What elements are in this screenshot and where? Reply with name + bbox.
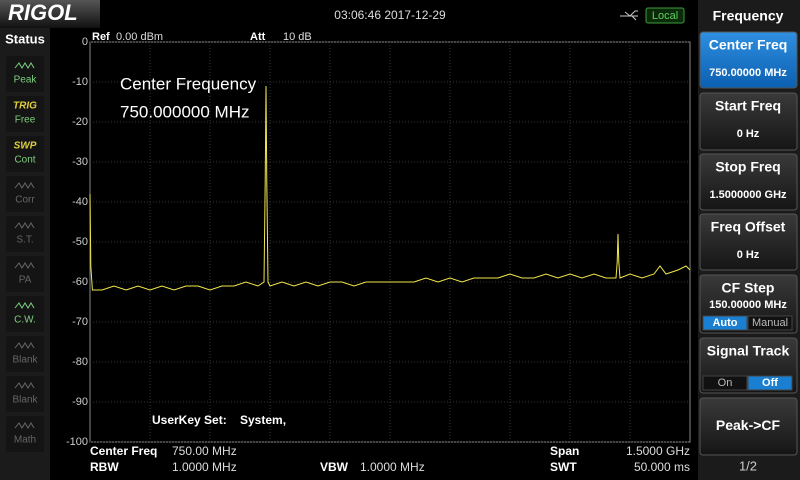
trace	[89, 85, 691, 291]
option	[702, 315, 748, 331]
menu-button-label: Signal Track	[707, 343, 790, 359]
status-item	[6, 96, 44, 132]
y-tick-label: -90	[72, 396, 88, 408]
status-icon	[14, 182, 35, 189]
menu-button-label: Center Freq	[709, 37, 788, 53]
status-label: Free	[15, 115, 36, 126]
status-label: Blank	[12, 395, 38, 406]
menu-button-label: Stop Freq	[715, 159, 780, 175]
status-label: S.T.	[16, 235, 33, 246]
menu-button[interactable]	[699, 31, 798, 89]
mode-box	[645, 7, 685, 24]
y-tick-label: -20	[72, 116, 88, 128]
status-title: Status	[5, 31, 45, 46]
y-tick-label: -100	[66, 436, 88, 448]
option-label: Off	[762, 377, 778, 389]
status-item	[6, 296, 44, 332]
status-item	[6, 56, 44, 92]
status-label: Corr	[15, 195, 35, 206]
status-label: Peak	[14, 75, 38, 86]
status-item	[6, 376, 44, 412]
status-item	[6, 136, 44, 172]
footer-value: 1.0000 MHz	[360, 460, 425, 474]
status-tag: SWP	[14, 141, 37, 152]
y-tick-label: -70	[72, 316, 88, 328]
y-tick-label: -10	[72, 76, 88, 88]
status-icon	[14, 302, 35, 309]
option-label: On	[718, 377, 733, 389]
status-icon	[14, 422, 35, 429]
menu-title: Frequency	[713, 8, 784, 24]
y-tick-label: 0	[82, 36, 88, 48]
status-item	[6, 416, 44, 452]
menu-button[interactable]	[699, 92, 798, 151]
status-icon	[14, 342, 35, 349]
option	[702, 375, 748, 391]
logo: RIGOL	[8, 0, 78, 25]
status-label: PA	[19, 275, 32, 286]
status-label: Cont	[14, 155, 35, 166]
status-panel	[0, 28, 50, 480]
menu-button-value: 750.00000 MHz	[709, 67, 787, 79]
status-label: Blank	[12, 355, 38, 366]
footer-label: VBW	[320, 460, 349, 474]
userkey-label: UserKey Set:	[152, 413, 227, 427]
annotation: 750.000000 MHz	[120, 102, 249, 121]
menu-button-label: CF Step	[722, 280, 775, 296]
att-label: Att	[250, 31, 266, 43]
mode: Local	[652, 10, 678, 22]
y-tick-label: -60	[72, 276, 88, 288]
plot: 0 -10 -20 -30 -40 -50 -60 -70 -80 -90 -100	[66, 36, 691, 448]
footer-value: 1.0000 MHz	[172, 460, 237, 474]
option	[747, 315, 793, 331]
menu-button-value: 150.00000 MHz	[709, 299, 787, 311]
menu-button-value: 0 Hz	[737, 249, 760, 261]
status-item	[6, 216, 44, 252]
y-tick-label: -40	[72, 196, 88, 208]
datetime: 03:06:46 2017-12-29	[334, 8, 446, 22]
status-label: C.W.	[14, 315, 36, 326]
status-item	[6, 176, 44, 212]
att-value: 10 dB	[283, 31, 312, 43]
menu-button-label: Start Freq	[715, 98, 781, 114]
ref-value: 0.00 dBm	[116, 31, 163, 43]
menu-button-label: Peak->CF	[716, 417, 781, 433]
menu-button-value: 1.5000000 GHz	[709, 189, 787, 201]
option	[747, 375, 793, 391]
footer-value: 750.00 MHz	[172, 444, 237, 458]
menu-button[interactable]	[699, 213, 798, 271]
status-item	[6, 256, 44, 292]
footer-label: Span	[550, 444, 579, 458]
menu-page: 1/2	[739, 458, 757, 473]
menu-button-value: 0 Hz	[737, 128, 760, 140]
footer-label: SWT	[550, 460, 577, 474]
ref-label: Ref	[92, 31, 110, 43]
logo-box	[0, 0, 100, 28]
userkey-value: System,	[240, 413, 286, 427]
option-label: Manual	[752, 317, 788, 329]
footer-value: 50.000 ms	[634, 460, 690, 474]
status-icon	[14, 222, 35, 229]
status-tag: TRIG	[13, 101, 37, 112]
annotation: Center Frequency	[120, 74, 257, 93]
usb-icon	[620, 10, 638, 21]
menu-button-label: Freq Offset	[711, 219, 786, 235]
footer-label: RBW	[90, 460, 119, 474]
status-item	[6, 336, 44, 372]
menu-button[interactable]	[699, 397, 798, 456]
menu-button[interactable]	[699, 153, 798, 211]
y-tick-label: -80	[72, 356, 88, 368]
y-tick-label: -50	[72, 236, 88, 248]
footer-label: Center Freq	[90, 444, 157, 458]
status-icon	[14, 382, 35, 389]
option-label: Auto	[712, 317, 737, 329]
status-icon	[14, 62, 35, 69]
y-tick-label: -30	[72, 156, 88, 168]
status-label: Math	[14, 435, 36, 446]
footer-value: 1.5000 GHz	[626, 444, 690, 458]
status-icon	[14, 262, 35, 269]
